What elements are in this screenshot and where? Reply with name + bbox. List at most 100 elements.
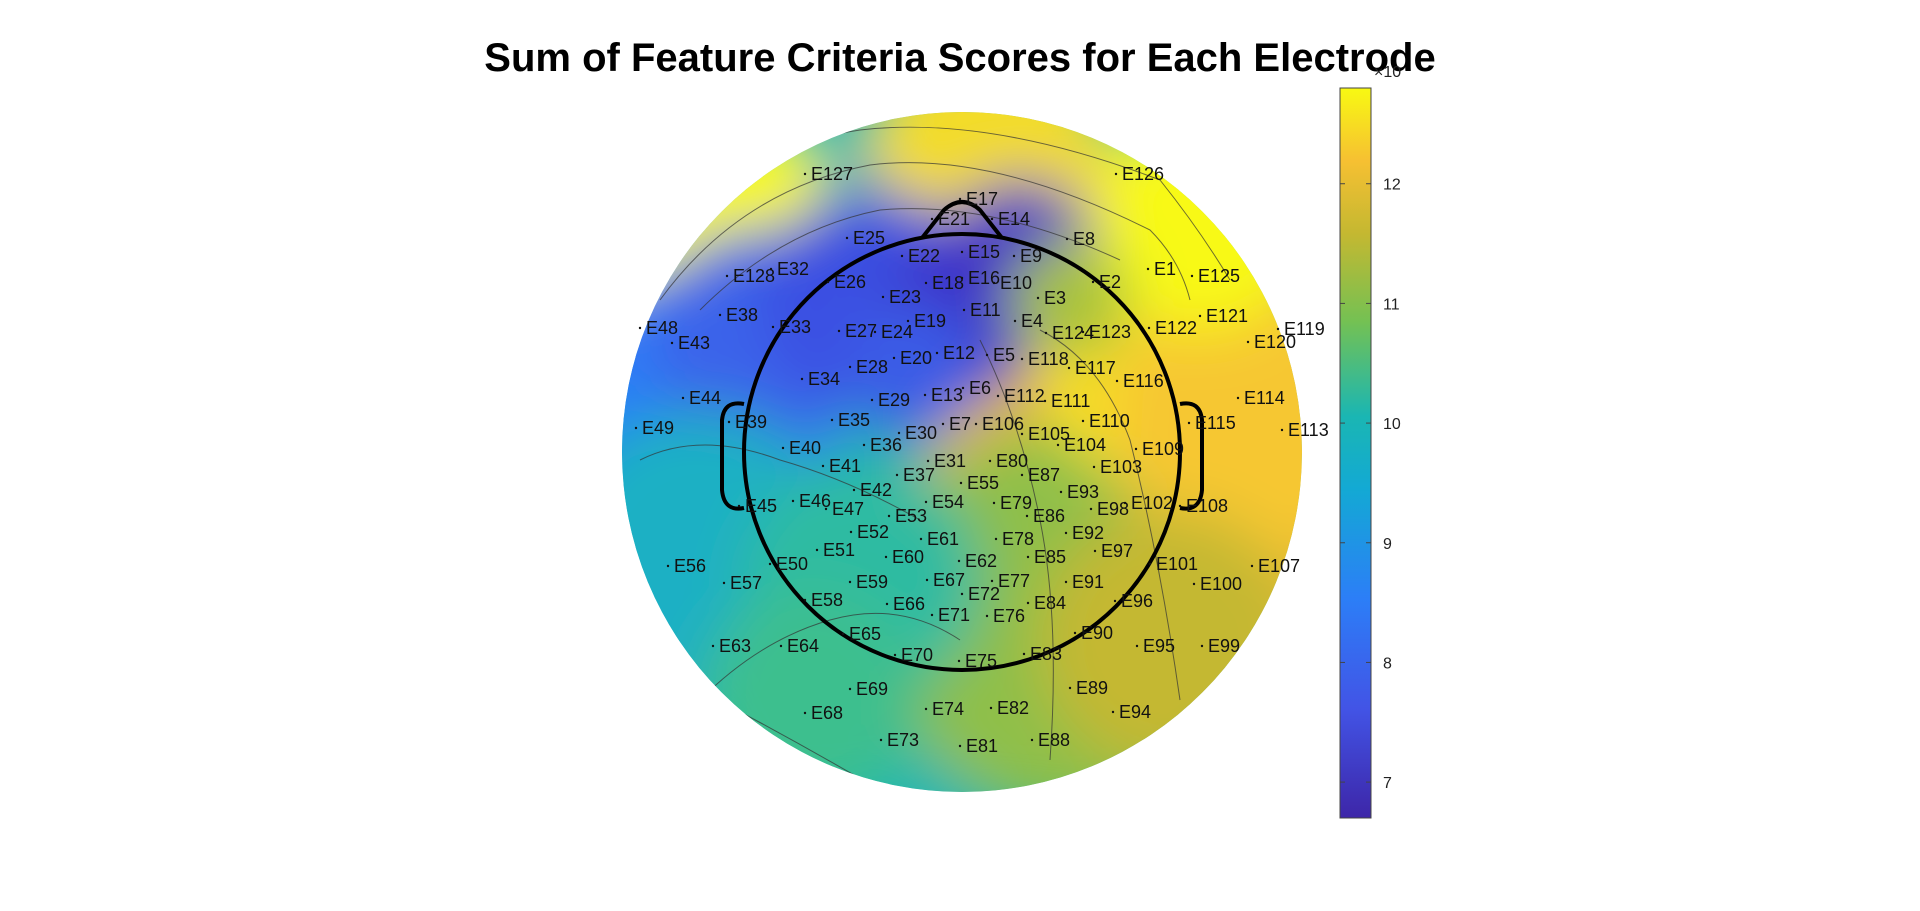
electrode-marker (718, 313, 722, 317)
electrode-label: E15 (968, 242, 1000, 262)
electrode-label: E23 (889, 287, 921, 307)
electrode-marker (926, 459, 930, 463)
electrode-marker (1147, 326, 1151, 330)
electrode-label: E87 (1028, 465, 1060, 485)
electrode-label: E53 (895, 506, 927, 526)
electrode-marker (960, 250, 964, 254)
colorbar-tick-label: 7 (1383, 775, 1392, 792)
electrode-label: E11 (970, 300, 1001, 320)
electrode-label: E25 (853, 228, 885, 248)
electrode-marker (1036, 296, 1040, 300)
electrode-label: E43 (678, 333, 710, 353)
electrode-marker (824, 507, 828, 511)
colorbar-gradient (1339, 87, 1372, 819)
electrode-marker (1250, 564, 1254, 568)
electrode-label: E29 (878, 390, 910, 410)
electrode-marker (996, 394, 1000, 398)
electrode-marker (930, 613, 934, 617)
electrode-marker (900, 254, 904, 258)
electrode-marker (1091, 280, 1095, 284)
electrode-marker (821, 464, 825, 468)
electrode-marker (935, 351, 939, 355)
electrode-label: E90 (1081, 623, 1113, 643)
electrode-marker (885, 602, 889, 606)
electrode-marker (1081, 419, 1085, 423)
electrode-marker (1012, 254, 1016, 258)
electrode-label: E111 (1051, 391, 1090, 411)
electrode-label: E94 (1119, 702, 1151, 722)
electrode-label: E83 (1030, 644, 1062, 664)
electrode-label: E35 (838, 410, 870, 430)
electrode-label: E114 (1244, 388, 1285, 408)
electrode-marker (992, 501, 996, 505)
electrode-marker (803, 711, 807, 715)
electrode-label: E68 (811, 703, 843, 723)
electrode-label: E4 (1021, 311, 1043, 331)
electrode-marker (845, 236, 849, 240)
electrode-label: E7 (949, 414, 971, 434)
electrode-marker (960, 592, 964, 596)
contour-line (699, 612, 961, 701)
electrode-marker (848, 580, 852, 584)
electrode-label: E110 (1089, 411, 1130, 431)
electrode-label: E67 (933, 570, 965, 590)
electrode-marker (1026, 601, 1030, 605)
electrode-marker (852, 488, 856, 492)
electrode-label: E52 (857, 522, 889, 542)
electrode-marker (1276, 327, 1280, 331)
electrode-label: E2 (1099, 272, 1121, 292)
electrode-label: E71 (938, 605, 970, 625)
electrode-label: E44 (689, 388, 721, 408)
electrode-marker (1146, 267, 1150, 271)
electrode-marker (803, 598, 807, 602)
electrode-marker (849, 530, 853, 534)
electrode-label: E1 (1154, 259, 1176, 279)
electrode-label: E13 (931, 385, 963, 405)
electrode-marker (1044, 331, 1048, 335)
electrode-label: E98 (1097, 499, 1129, 519)
electrode-label: E61 (927, 529, 959, 549)
electrode-label: E115 (1195, 413, 1236, 433)
electrode-label: E78 (1002, 529, 1034, 549)
electrode-label: E113 (1288, 420, 1329, 440)
electrode-label: E32 (777, 259, 809, 279)
electrode-marker (919, 537, 923, 541)
electrode-label: E33 (779, 317, 811, 337)
electrode-marker (974, 422, 978, 426)
electrode-label: E10 (1000, 273, 1032, 293)
electrode-marker (862, 443, 866, 447)
contour-line (659, 162, 1191, 301)
electrode-label: E119 (1284, 319, 1325, 339)
electrode-marker (1134, 447, 1138, 451)
electrode-label: E77 (998, 571, 1030, 591)
electrode-marker (893, 653, 897, 657)
electrode-marker (990, 217, 994, 221)
electrode-label: E12 (943, 343, 975, 363)
electrode-marker (1111, 710, 1115, 714)
contour-line (1039, 329, 1181, 701)
electrode-label: E20 (900, 348, 932, 368)
electrode-marker (800, 377, 804, 381)
electrode-label: E58 (811, 590, 843, 610)
contour-line (639, 444, 921, 521)
electrode-marker (941, 422, 945, 426)
electrode-label: E128 (733, 266, 775, 286)
electrode-marker (1043, 399, 1047, 403)
electrode-label: E28 (856, 357, 888, 377)
electrode-label: E103 (1100, 457, 1142, 477)
electrode-marker (870, 398, 874, 402)
electrode-label: E19 (914, 311, 946, 331)
colorbar-tick-label: 11 (1383, 296, 1400, 313)
contour-lines (639, 126, 1231, 791)
electrode-label: E31 (934, 451, 966, 471)
electrode-marker (826, 280, 830, 284)
electrode-label: E3 (1044, 288, 1066, 308)
electrode-label: E72 (968, 584, 1000, 604)
electrode-label: E59 (856, 572, 888, 592)
electrode-label: E73 (887, 730, 919, 750)
electrode-marker (895, 473, 899, 477)
electrode-label: E124 (1052, 323, 1094, 343)
electrode-label: E95 (1143, 636, 1175, 656)
electrode-marker (892, 356, 896, 360)
